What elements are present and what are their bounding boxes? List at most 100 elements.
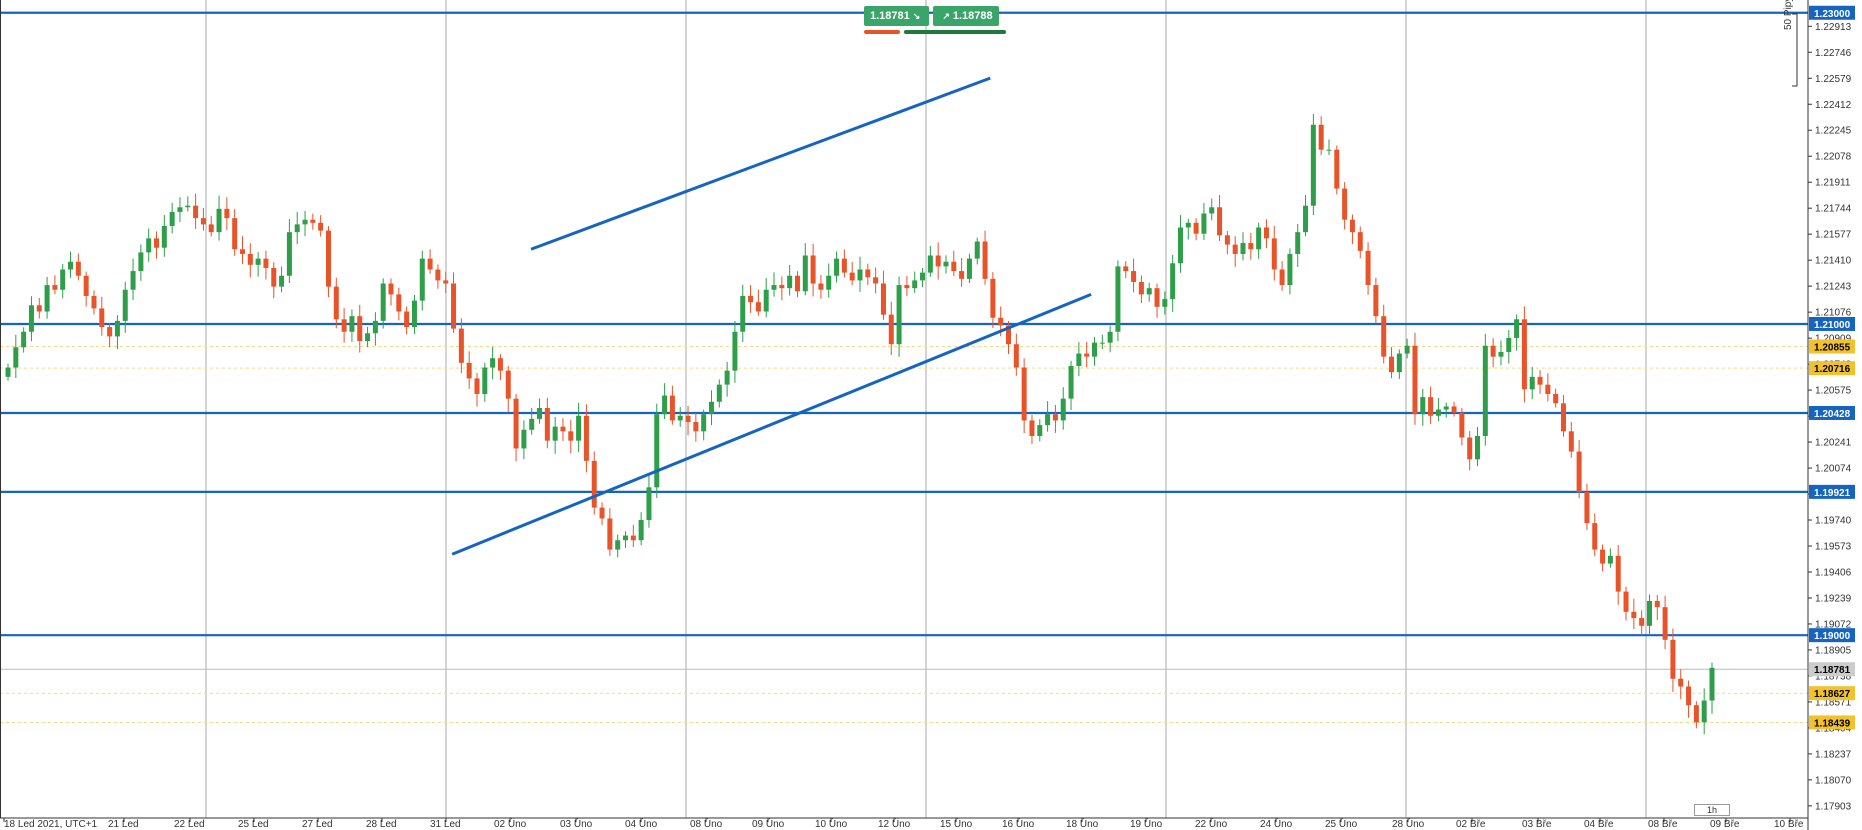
candle-body <box>372 320 378 334</box>
candle-body <box>1420 397 1426 415</box>
x-tick-label: 08 Úno <box>690 817 723 830</box>
y-tick-label: 1.18070 <box>1815 775 1852 786</box>
price-badge <box>1809 628 1855 643</box>
candle-body <box>1256 227 1262 250</box>
pip-ruler-label: 50 Pipy <box>1783 0 1794 30</box>
candle-body <box>474 378 480 394</box>
candle-body <box>68 261 74 270</box>
candle-body <box>154 238 160 248</box>
candle-body <box>1459 412 1465 438</box>
candle-body <box>75 261 81 276</box>
candle-body <box>763 289 769 312</box>
timeframe-label[interactable]: 1h <box>1694 804 1730 816</box>
trendline <box>451 293 1092 556</box>
candle-body <box>396 294 402 312</box>
candle-body <box>1052 414 1058 421</box>
x-tick-label: 02 Úno <box>494 817 527 830</box>
y-tick-label: 1.22913 <box>1815 22 1852 33</box>
candle-body <box>1154 288 1160 307</box>
x-tick-label: 28 Led <box>366 819 397 830</box>
candle-body <box>1076 353 1082 366</box>
candle-body <box>114 320 120 337</box>
candle-body <box>1482 345 1488 436</box>
candle-body <box>28 305 34 332</box>
candle-body <box>60 269 66 290</box>
candle-body <box>1654 600 1660 608</box>
candle-body <box>677 415 683 421</box>
candle-body <box>873 277 879 284</box>
candle-body <box>1021 367 1027 421</box>
x-tick-label: 22 Led <box>174 819 205 830</box>
candle-body <box>1131 271 1137 282</box>
candle-body <box>279 275 285 287</box>
one-click-trading-panel: 1.18781 ↘ ↗ 1.18788 <box>864 6 999 26</box>
candle-body <box>1146 288 1152 295</box>
candle-body <box>365 333 371 342</box>
candle-body <box>1193 222 1199 234</box>
candle-body <box>318 222 324 231</box>
x-tick-label: 15 Úno <box>940 817 973 830</box>
candle-body <box>1271 238 1277 270</box>
y-tick-label: 1.19072 <box>1815 619 1852 630</box>
candle-body <box>779 285 785 289</box>
horizontal-levels <box>0 11 1808 723</box>
candle-body <box>693 421 699 432</box>
sell-arrow-icon: ↘ <box>912 11 921 21</box>
candle-body <box>193 205 199 219</box>
candle-body <box>943 261 949 267</box>
y-tick-label: 1.21744 <box>1815 204 1852 215</box>
candle-body <box>1326 149 1332 151</box>
candle-body <box>1584 492 1590 524</box>
candle-body <box>169 211 175 226</box>
candle-body <box>896 285 902 345</box>
trendlines <box>451 76 1092 556</box>
buy-volume-bar <box>904 30 1006 34</box>
price-badge <box>1809 715 1855 730</box>
y-tick-label: 1.21410 <box>1815 256 1852 267</box>
candle-body <box>1349 219 1355 233</box>
candle-body <box>1357 232 1363 251</box>
candle-body <box>466 362 472 379</box>
y-tick-label: 1.21243 <box>1815 282 1852 293</box>
y-tick-label: 1.19573 <box>1815 542 1852 553</box>
candle-body <box>568 431 574 441</box>
candle-body <box>1568 431 1574 452</box>
candle-body <box>1224 235 1230 245</box>
candle-body <box>576 415 582 441</box>
sell-button[interactable]: 1.18781 ↘ <box>864 6 930 26</box>
buy-button[interactable]: ↗ 1.18788 <box>933 6 999 26</box>
candle-body <box>1287 253 1293 286</box>
candle-body <box>755 302 761 312</box>
candle-body <box>1334 149 1340 189</box>
candle-body <box>1068 365 1074 399</box>
price-badge-label: 1.18781 <box>1814 665 1851 676</box>
candle-body <box>669 395 675 421</box>
candle-body <box>920 272 926 281</box>
candle-body <box>1248 243 1254 250</box>
candle-body <box>638 520 644 541</box>
candle-body <box>583 415 589 461</box>
candle-body <box>497 358 503 371</box>
candle-body <box>1521 319 1527 390</box>
candle-body <box>529 418 535 430</box>
candle-body <box>1107 331 1113 343</box>
candle-body <box>505 370 511 399</box>
candle-body <box>935 255 941 267</box>
candle-body <box>1545 384 1551 394</box>
candle-body <box>1099 342 1105 344</box>
candle-body <box>36 305 42 312</box>
candle-body <box>1279 269 1285 286</box>
price-badge-label: 1.19000 <box>1814 631 1851 642</box>
candle-body <box>1404 345 1410 354</box>
candle-body <box>388 283 394 295</box>
candle-body <box>927 255 933 273</box>
y-tick-label: 1.19740 <box>1815 516 1852 527</box>
candle-body <box>1553 393 1559 404</box>
candle-body <box>1592 523 1598 550</box>
candle-body <box>1435 409 1441 416</box>
candle-body <box>1693 705 1699 723</box>
candle-body <box>974 241 980 259</box>
candle-body <box>239 249 245 254</box>
